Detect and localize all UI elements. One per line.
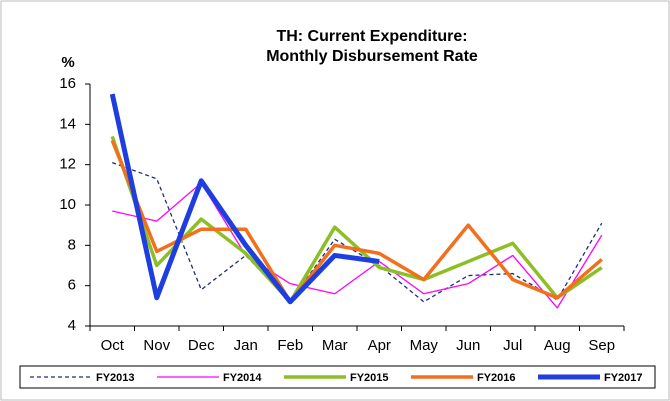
x-tick-label: Sep xyxy=(588,337,615,354)
x-tick-label: Nov xyxy=(143,337,170,354)
legend-label: FY2014 xyxy=(223,372,262,384)
y-tick-label: 12 xyxy=(59,156,76,173)
x-tick-label: Jul xyxy=(503,337,522,354)
y-tick-label: 8 xyxy=(68,236,76,253)
series-line xyxy=(110,139,603,304)
legend-label: FY2017 xyxy=(604,372,643,384)
x-tick-label: May xyxy=(410,337,439,354)
x-tick-label: Jun xyxy=(456,337,480,354)
x-tick-label: Mar xyxy=(322,337,348,354)
y-tick-label: 10 xyxy=(59,196,76,213)
legend-label: FY2016 xyxy=(477,372,516,384)
x-tick-label: Feb xyxy=(277,337,303,354)
y-tick-label: 14 xyxy=(59,115,76,132)
y-tick-label: 6 xyxy=(68,277,76,294)
x-tick-label: Dec xyxy=(188,337,215,354)
x-tick-label: Oct xyxy=(101,337,125,354)
series-line xyxy=(110,135,603,304)
legend-label: FY2015 xyxy=(350,372,389,384)
x-tick-label: Jan xyxy=(234,337,258,354)
y-axis-label: % xyxy=(61,54,74,71)
y-tick-label: 16 xyxy=(59,75,76,92)
series-line xyxy=(112,182,603,309)
x-tick-label: Apr xyxy=(368,337,391,354)
chart-title: TH: Current Expenditure: xyxy=(276,28,467,45)
x-tick-label: Aug xyxy=(544,337,571,354)
chart-title: Monthly Disbursement Rate xyxy=(266,48,478,65)
legend-label: FY2013 xyxy=(96,372,135,384)
series-line xyxy=(109,93,380,305)
y-tick-label: 4 xyxy=(68,317,76,334)
series-line xyxy=(112,162,603,303)
